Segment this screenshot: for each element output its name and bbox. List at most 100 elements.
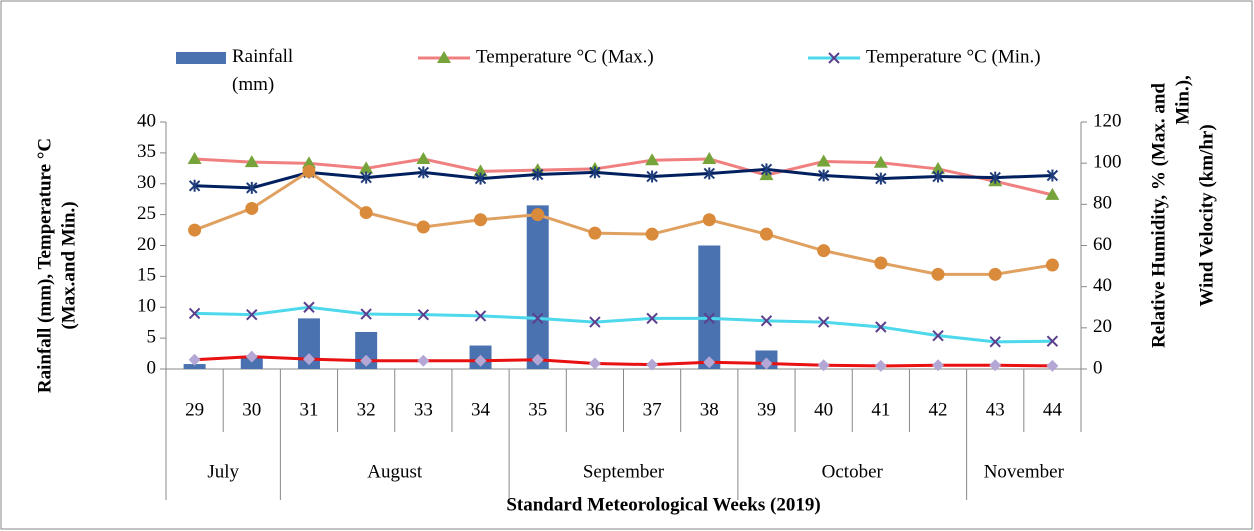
marker bbox=[989, 359, 1002, 372]
y-tick-label: 15 bbox=[137, 265, 156, 286]
marker bbox=[474, 310, 487, 322]
bar bbox=[698, 245, 721, 369]
x-tick-label: 33 bbox=[414, 399, 433, 420]
marker bbox=[416, 152, 431, 165]
marker bbox=[873, 155, 888, 168]
marker bbox=[646, 170, 658, 183]
marker bbox=[188, 353, 201, 366]
marker bbox=[303, 301, 315, 313]
marker bbox=[246, 308, 258, 321]
marker bbox=[188, 223, 202, 237]
marker bbox=[932, 359, 945, 372]
marker bbox=[417, 354, 430, 367]
group-label: August bbox=[367, 461, 423, 482]
marker bbox=[817, 316, 830, 328]
y2-tick-label: 120 bbox=[1093, 110, 1122, 131]
marker bbox=[760, 315, 773, 327]
marker bbox=[702, 213, 716, 227]
marker bbox=[474, 354, 487, 367]
marker bbox=[989, 336, 1001, 348]
marker bbox=[1046, 169, 1059, 182]
marker bbox=[301, 156, 316, 169]
marker bbox=[1046, 335, 1059, 347]
marker bbox=[244, 155, 259, 168]
y-tick-label: 5 bbox=[147, 326, 157, 347]
legend-marker bbox=[437, 51, 451, 63]
bar bbox=[526, 205, 549, 369]
y-tick-label: 20 bbox=[137, 234, 156, 255]
marker bbox=[473, 164, 488, 177]
marker bbox=[532, 312, 544, 325]
marker bbox=[359, 206, 373, 220]
marker bbox=[760, 163, 773, 176]
y-tick-label: 0 bbox=[147, 357, 157, 378]
marker bbox=[816, 154, 831, 167]
x-tick-label: 32 bbox=[357, 399, 376, 420]
y-axis-title: Rainfall (mm), Temperature °C bbox=[34, 138, 55, 393]
x-axis-title: Standard Meteorological Weeks (2019) bbox=[506, 494, 820, 515]
x-tick-label: 34 bbox=[471, 399, 491, 420]
marker bbox=[302, 353, 315, 366]
marker bbox=[817, 359, 830, 372]
marker bbox=[531, 353, 544, 366]
y2-tick-label: 100 bbox=[1093, 152, 1122, 173]
x-tick-label: 42 bbox=[929, 399, 948, 420]
marker bbox=[474, 172, 487, 185]
marker bbox=[1046, 359, 1059, 372]
y2-axis-title: Wind Velocity (km/hr) bbox=[1196, 124, 1217, 306]
marker bbox=[188, 179, 201, 192]
y2-tick-label: 40 bbox=[1093, 275, 1112, 296]
marker bbox=[931, 161, 946, 174]
marker bbox=[645, 227, 659, 241]
legend-swatch bbox=[176, 52, 226, 64]
y2-tick-label: 0 bbox=[1093, 357, 1103, 378]
bar bbox=[240, 356, 263, 369]
y-tick-label: 30 bbox=[137, 172, 156, 193]
line bbox=[194, 167, 1053, 190]
marker bbox=[931, 267, 945, 281]
x-tick-label: 37 bbox=[643, 399, 662, 420]
marker bbox=[932, 329, 944, 342]
marker bbox=[875, 172, 887, 185]
line bbox=[194, 305, 1053, 344]
line bbox=[194, 157, 1053, 197]
marker bbox=[359, 161, 374, 174]
marker bbox=[360, 308, 372, 320]
legend-label: Rainfall (mm) bbox=[232, 46, 293, 95]
marker bbox=[532, 168, 544, 181]
marker bbox=[588, 226, 602, 240]
marker bbox=[187, 152, 202, 165]
y-axis-title: (Max.and Min.) bbox=[58, 201, 79, 329]
group-label: October bbox=[822, 461, 884, 482]
marker bbox=[703, 167, 715, 180]
y2-tick-label: 80 bbox=[1093, 193, 1112, 214]
marker bbox=[817, 169, 830, 182]
x-tick-label: 38 bbox=[700, 399, 719, 420]
x-tick-label: 41 bbox=[871, 399, 890, 420]
marker bbox=[246, 181, 258, 194]
marker bbox=[188, 307, 201, 320]
bar bbox=[297, 318, 320, 369]
marker bbox=[589, 166, 601, 179]
marker bbox=[416, 220, 430, 234]
marker bbox=[1045, 187, 1060, 200]
legend-label: Temperature °C (Max.) bbox=[476, 46, 654, 67]
y2-axis-title: Min.), bbox=[1172, 75, 1193, 125]
group-label: July bbox=[207, 461, 239, 482]
marker bbox=[989, 171, 1001, 184]
x-tick-label: 36 bbox=[585, 399, 604, 420]
marker bbox=[988, 267, 1002, 281]
marker bbox=[360, 354, 373, 367]
marker bbox=[417, 308, 430, 321]
line bbox=[194, 355, 1053, 368]
marker bbox=[360, 171, 372, 184]
marker bbox=[245, 350, 258, 363]
marker bbox=[759, 227, 773, 241]
x-tick-label: 31 bbox=[299, 399, 318, 420]
x-tick-label: 39 bbox=[757, 399, 776, 420]
y-tick-label: 40 bbox=[137, 110, 156, 131]
marker bbox=[760, 357, 773, 370]
legend-marker bbox=[828, 52, 840, 64]
